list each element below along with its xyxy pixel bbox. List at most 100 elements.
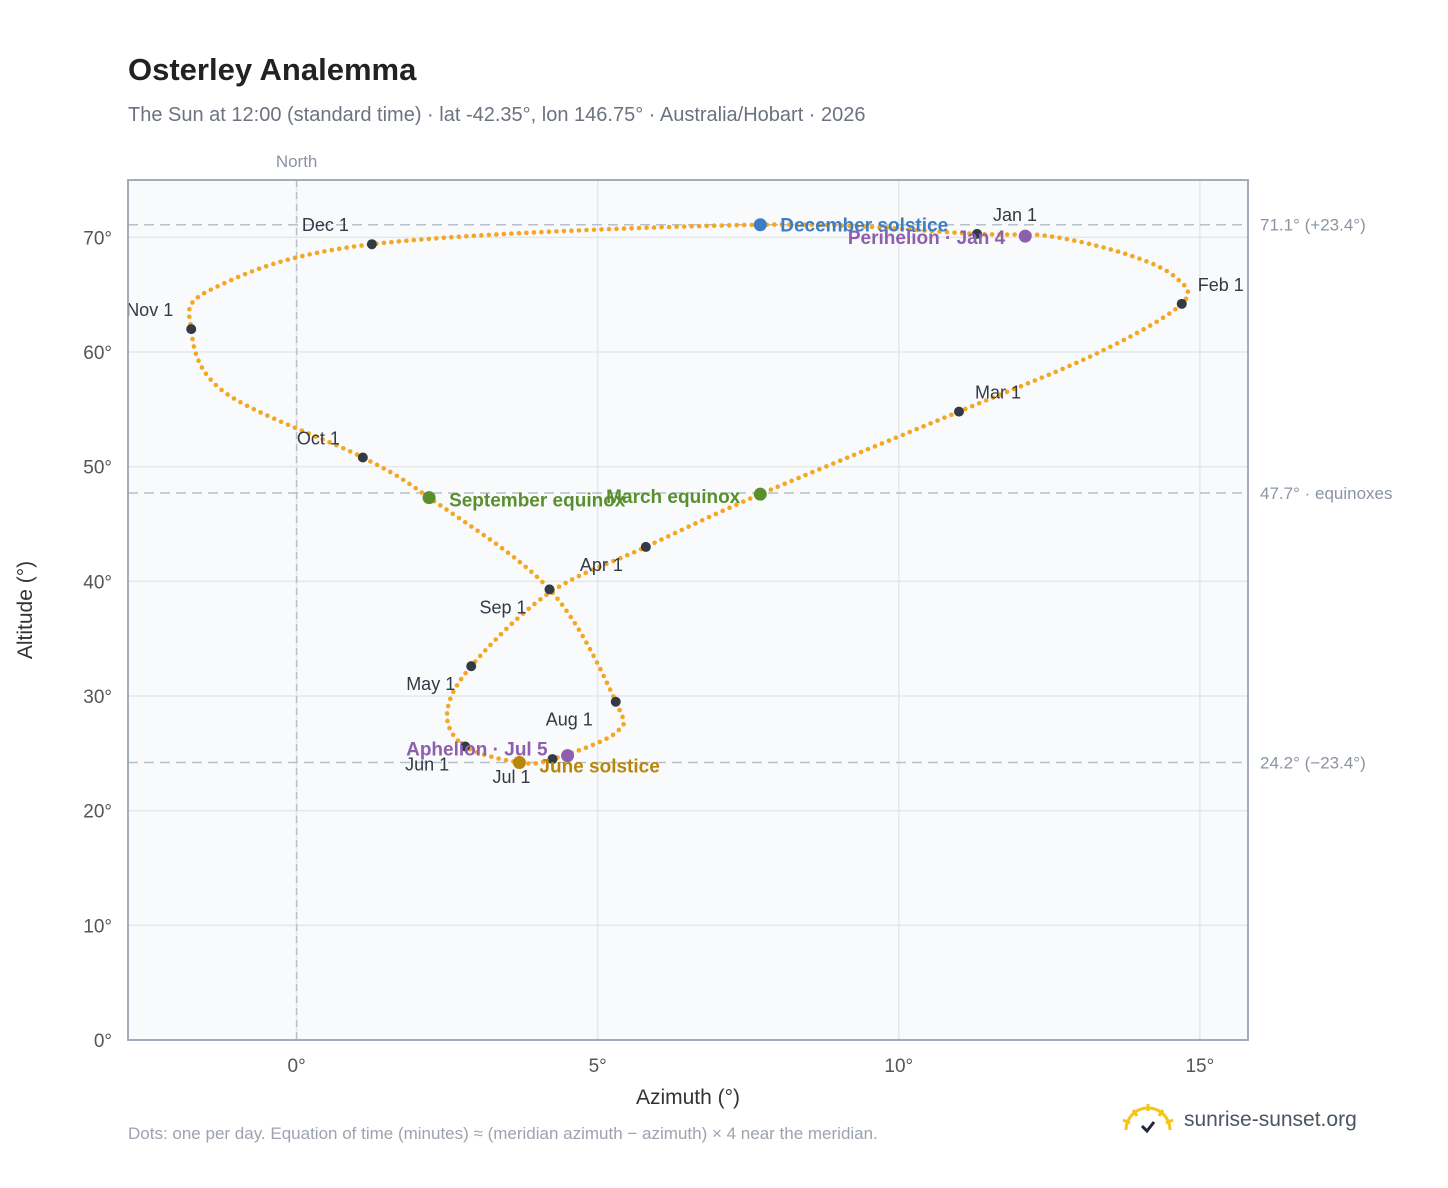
daily-sun-dot (256, 266, 262, 272)
daily-sun-dot (532, 601, 537, 607)
month-marker (366, 239, 377, 250)
daily-sun-dot (772, 222, 777, 227)
month-marker (1176, 298, 1187, 309)
daily-sun-dot (922, 228, 927, 233)
daily-sun-dot (803, 472, 808, 478)
daily-sun-dot (631, 549, 637, 555)
daily-sun-dot (444, 507, 449, 512)
daily-sun-dot (734, 502, 739, 507)
daily-sun-dot (568, 614, 574, 620)
month-label: Oct 1 (297, 428, 340, 448)
daily-sun-dot (503, 757, 509, 763)
daily-sun-dot (1067, 363, 1072, 369)
daily-sun-dot (832, 223, 837, 228)
daily-sun-dot (665, 534, 671, 539)
daily-sun-dot (509, 621, 515, 627)
daily-sun-dot (982, 231, 987, 237)
daily-sun-dot (456, 515, 462, 521)
footnote: Dots: one per day. Equation of time (min… (128, 1124, 878, 1143)
x-tick-label: 0° (288, 1056, 306, 1077)
daily-sun-dot (997, 392, 1003, 398)
daily-sun-dot (1108, 344, 1113, 350)
daily-sun-dot (493, 541, 499, 547)
daily-sun-dot (187, 314, 192, 320)
daily-sun-dot (190, 336, 195, 342)
daily-sun-dot (213, 382, 219, 388)
daily-sun-dot (779, 222, 785, 227)
daily-sun-dot (479, 233, 484, 238)
daily-sun-dot (271, 261, 276, 267)
y-tick-label: 70° (83, 228, 112, 249)
y-tick-label: 10° (83, 916, 112, 937)
daily-sun-dot (726, 223, 732, 228)
month-label: Feb 1 (1198, 275, 1244, 295)
daily-sun-dot (458, 676, 464, 682)
daily-sun-dot (1144, 259, 1149, 264)
daily-sun-dot (219, 387, 224, 393)
daily-sun-dot (576, 748, 582, 753)
daily-sun-dot (817, 466, 822, 472)
daily-sun-dot (515, 616, 520, 621)
daily-sun-dot (1018, 383, 1024, 389)
y-axis-label: Altitude (°) (14, 561, 37, 659)
daily-sun-dot (525, 761, 531, 766)
daily-sun-dot (191, 344, 197, 349)
daily-sun-dot (1164, 268, 1170, 274)
daily-sun-dot (952, 230, 957, 235)
daily-sun-dot (611, 558, 616, 564)
daily-sun-dot (306, 431, 312, 436)
daily-sun-dot (711, 223, 717, 229)
daily-sun-dot (546, 229, 552, 235)
daily-sun-dot (400, 477, 406, 483)
daily-sun-dot (844, 455, 850, 461)
daily-sun-dot (775, 484, 781, 489)
daily-sun-dot (195, 294, 201, 300)
daily-sun-dot (564, 608, 569, 614)
daily-sun-dot (607, 687, 613, 692)
daily-sun-dot (884, 225, 890, 231)
month-label: Nov 1 (126, 300, 173, 320)
daily-sun-dot (824, 222, 830, 228)
brand[interactable]: sunrise-sunset.org (1120, 1102, 1357, 1138)
daily-sun-dot (782, 481, 788, 487)
daily-sun-dot (928, 421, 933, 426)
daily-sun-dot (1167, 311, 1172, 316)
month-marker (610, 696, 621, 707)
event-marker (561, 749, 575, 763)
daily-sun-dot (336, 246, 342, 252)
daily-sun-dot (509, 231, 514, 236)
daily-sun-dot (411, 237, 417, 243)
daily-sun-dot (621, 226, 627, 231)
daily-sun-dot (292, 255, 298, 261)
daily-sun-dot (1160, 315, 1166, 321)
daily-sun-dot (1185, 289, 1191, 294)
daily-sun-dot (899, 226, 905, 232)
daily-sun-dot (483, 648, 488, 653)
daily-sun-dot (900, 432, 906, 438)
daily-sun-dot (587, 646, 593, 652)
daily-sun-dot (817, 222, 822, 228)
daily-sun-dot (1114, 341, 1120, 346)
daily-sun-dot (496, 756, 501, 761)
daily-sun-dot (488, 642, 493, 648)
daily-sun-dot (539, 229, 544, 235)
daily-sun-dot (486, 232, 492, 238)
month-label: Jan 1 (993, 205, 1037, 225)
daily-sun-dot (1049, 234, 1055, 239)
month-marker (972, 228, 983, 239)
daily-sun-dot (1064, 236, 1070, 242)
daily-sun-dot (576, 573, 582, 579)
daily-sun-dot (749, 222, 755, 228)
daily-sun-dot (1101, 245, 1106, 250)
daily-sun-dot (300, 253, 305, 259)
daily-sun-dot (720, 508, 725, 514)
daily-sun-dot (618, 555, 623, 561)
daily-sun-dot (524, 230, 529, 236)
daily-sun-dot (1012, 232, 1017, 237)
daily-sun-dot (498, 631, 504, 637)
daily-sun-dot (967, 231, 972, 236)
daily-sun-dot (225, 392, 230, 397)
daily-sun-dot (561, 228, 567, 234)
daily-sun-dot (693, 521, 698, 526)
daily-sun-dot (481, 752, 487, 757)
